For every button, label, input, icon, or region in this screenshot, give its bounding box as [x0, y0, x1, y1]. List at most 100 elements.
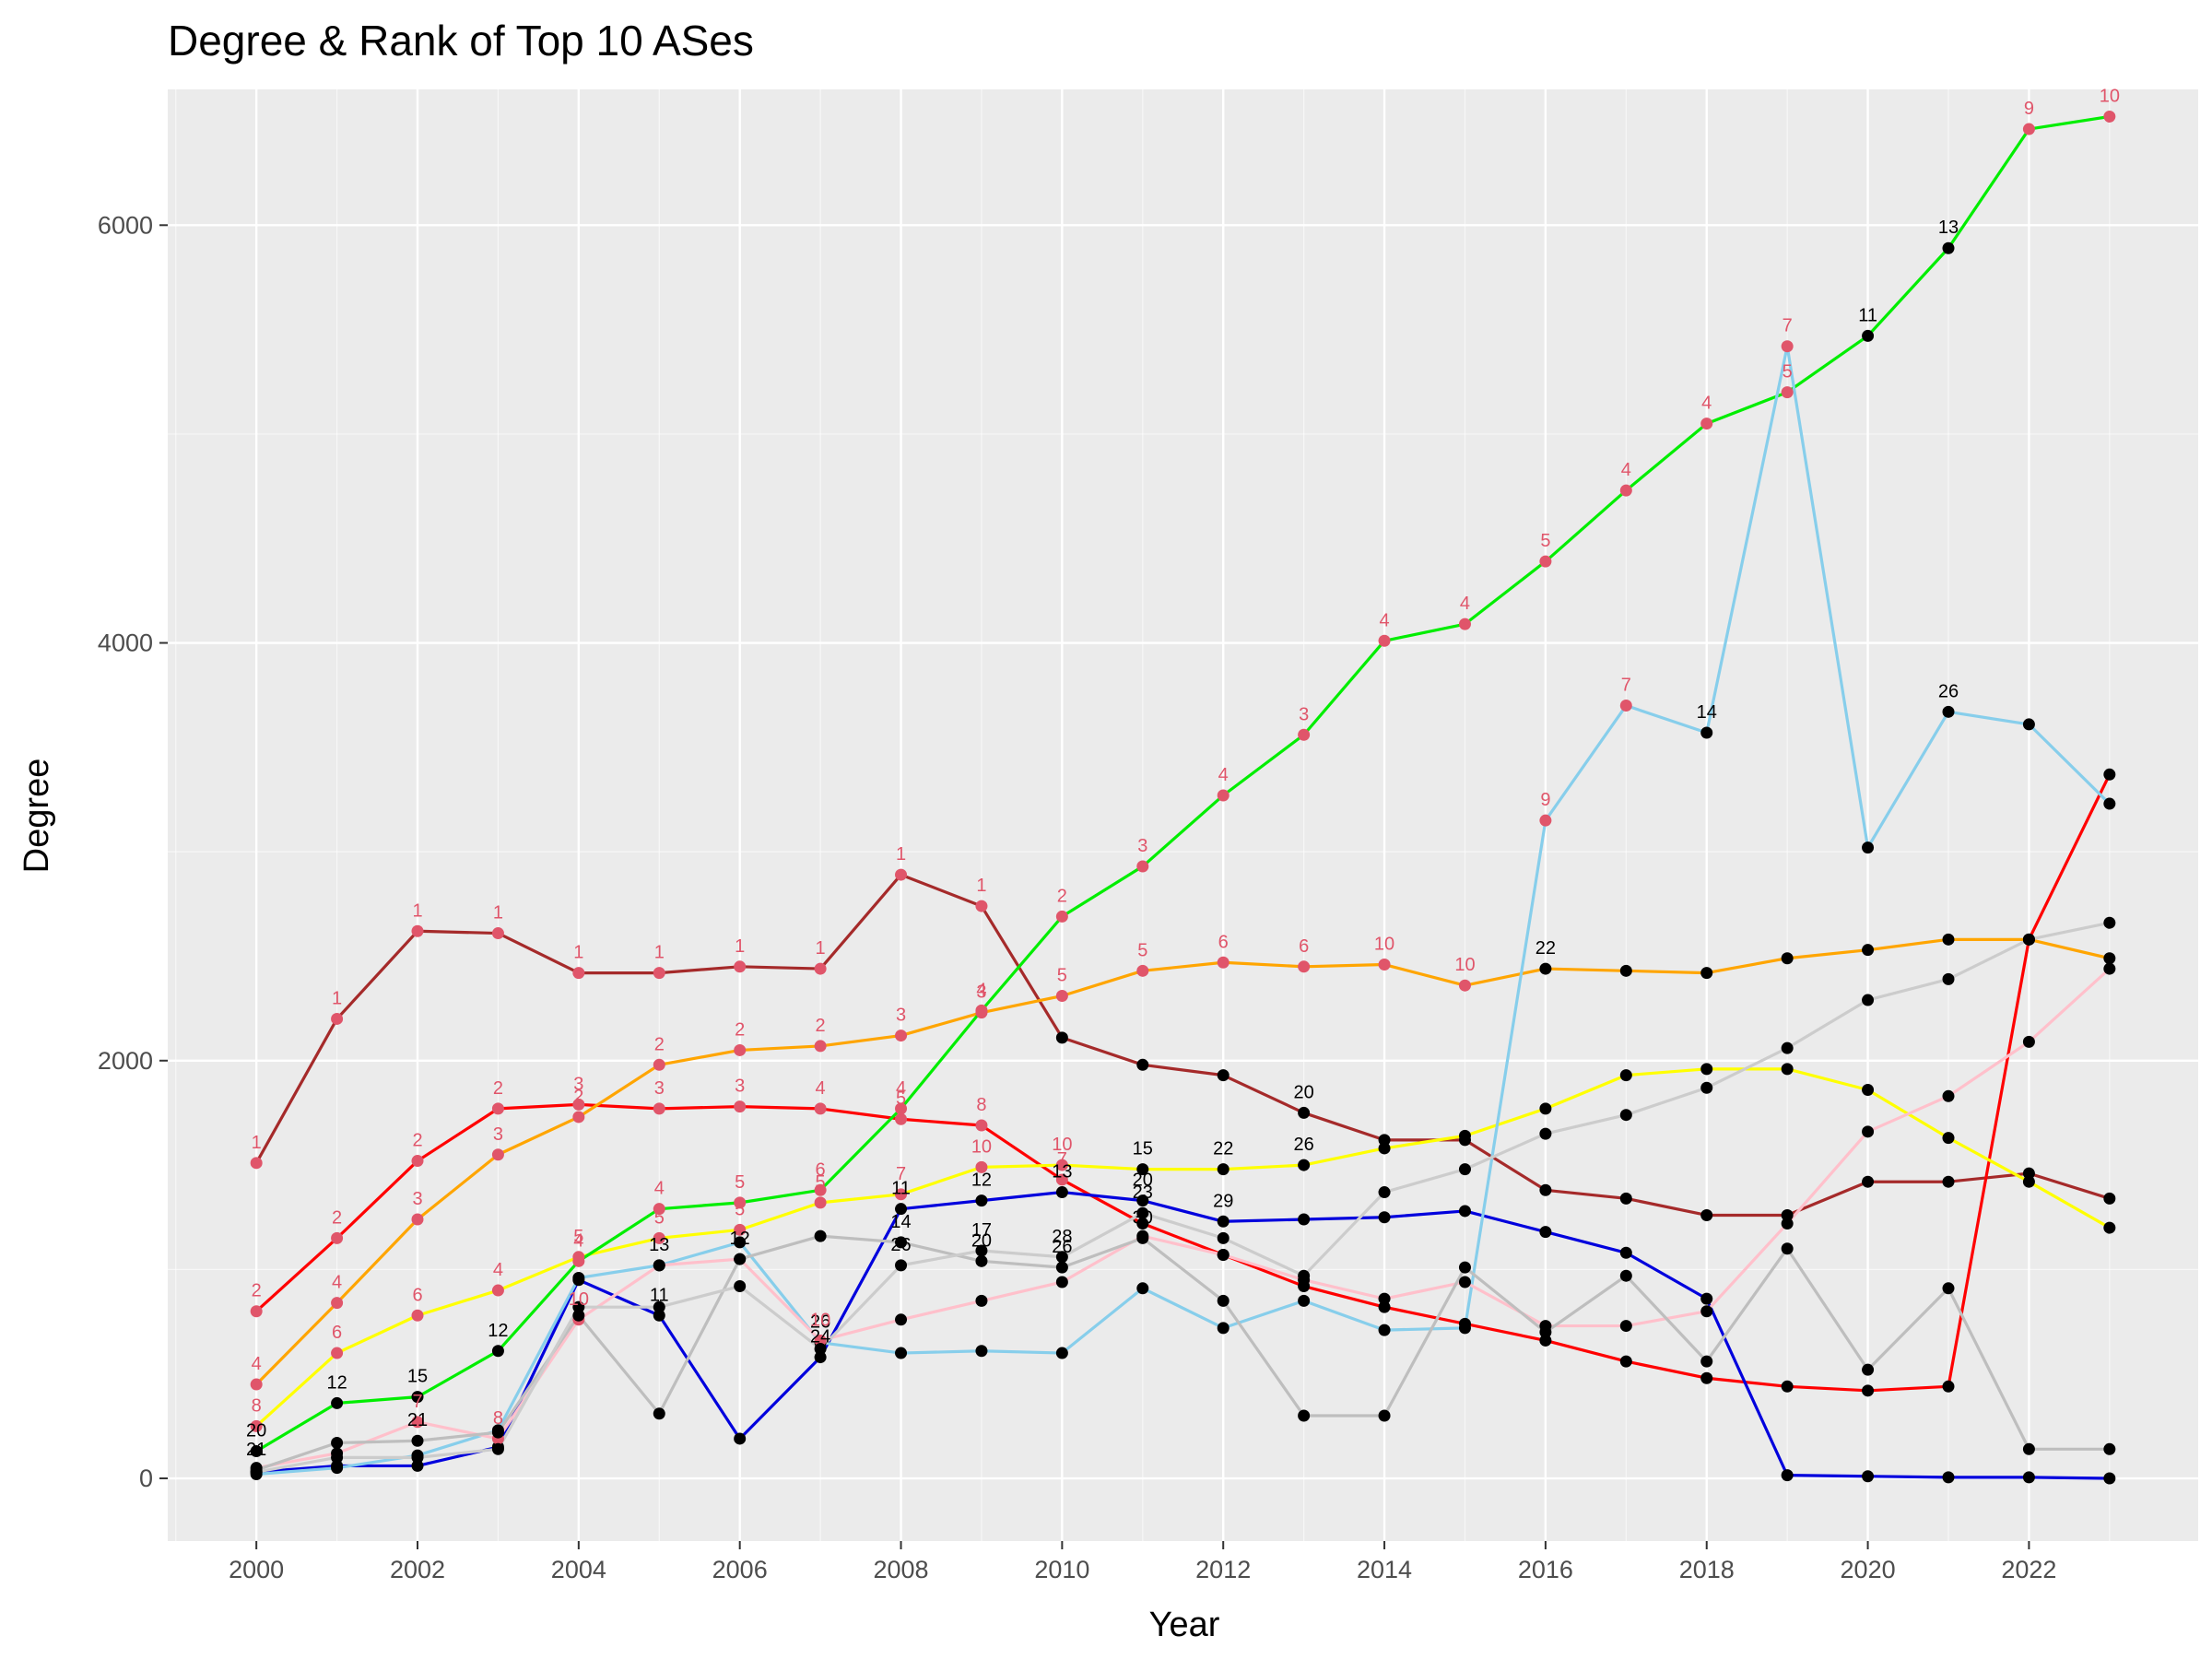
rank-label: 21 — [407, 1410, 428, 1430]
x-tick-label: 2002 — [390, 1556, 445, 1583]
data-point — [250, 1419, 263, 1432]
data-point — [411, 1451, 424, 1464]
data-point — [1539, 1334, 1552, 1347]
data-point — [1136, 1163, 1149, 1176]
data-point — [895, 1102, 908, 1115]
rank-label: 2 — [1057, 886, 1067, 906]
axes: 2000 2002 2004 2006 2008 2010 2012 2014 2016 2018… — [98, 211, 2057, 1583]
rank-label: 12 — [730, 1229, 750, 1249]
data-point — [1055, 1261, 1068, 1274]
rank-label: 21 — [246, 1440, 266, 1460]
x-tick-label: 2000 — [229, 1556, 284, 1583]
data-point — [1298, 1213, 1311, 1226]
rank-label: 26 — [810, 1312, 830, 1333]
data-point — [975, 1004, 988, 1017]
data-point — [1862, 329, 1875, 342]
rank-label: 20 — [1133, 1171, 1153, 1191]
rank-label: 10 — [2100, 86, 2120, 106]
rank-label: 6 — [1299, 936, 1309, 957]
data-point — [814, 962, 827, 975]
rank-label: 3 — [896, 1006, 906, 1026]
data-point — [1942, 1175, 1955, 1188]
data-point — [653, 1300, 665, 1313]
data-point — [1378, 1186, 1391, 1199]
rank-label: 3 — [976, 982, 986, 1003]
rank-label: 4 — [654, 1179, 665, 1199]
data-point — [1378, 634, 1391, 647]
chart-title: Degree & Rank of Top 10 ASes — [168, 17, 754, 65]
series-line-3 — [255, 1067, 2111, 1428]
data-point — [2103, 768, 2116, 781]
data-point — [2103, 962, 2116, 975]
data-point — [814, 1351, 827, 1364]
data-point — [411, 1155, 424, 1168]
data-point — [1055, 1251, 1068, 1264]
data-point — [572, 1300, 585, 1313]
data-point — [1781, 1242, 1794, 1255]
data-point — [1700, 967, 1713, 980]
data-point — [572, 1098, 585, 1111]
data-point — [1458, 1322, 1471, 1335]
data-point — [1217, 1163, 1230, 1176]
data-point — [1217, 1069, 1230, 1082]
data-point — [250, 1305, 263, 1318]
data-point — [975, 1345, 988, 1358]
rank-label: 5 — [896, 1088, 906, 1109]
y-tick-label: 6000 — [98, 211, 153, 239]
rank-label: 1 — [654, 943, 665, 963]
rank-label: 1 — [976, 876, 986, 896]
rank-label: 23 — [1133, 1182, 1153, 1203]
data-point — [1619, 1069, 1632, 1082]
y-tick-label: 2000 — [98, 1047, 153, 1075]
data-point — [1136, 1231, 1149, 1244]
data-point — [1862, 841, 1875, 854]
rank-label: 9 — [1540, 790, 1550, 810]
series-line-9 — [255, 921, 2111, 1474]
rank-label: 1 — [816, 938, 826, 959]
data-point — [1700, 1063, 1713, 1076]
data-point — [1055, 1173, 1068, 1186]
data-point — [1217, 1215, 1230, 1228]
data-point — [734, 1280, 747, 1293]
data-point — [734, 960, 747, 973]
rank-label: 6 — [412, 1285, 422, 1305]
rank-label: 5 — [1783, 362, 1793, 382]
rank-label: 10 — [1052, 1135, 1072, 1155]
data-point — [1378, 1211, 1391, 1224]
data-point — [1378, 1134, 1391, 1147]
data-point — [1781, 1380, 1794, 1393]
rank-label: 2 — [493, 1078, 503, 1099]
data-point — [2103, 110, 2116, 123]
rank-label: 26 — [890, 1235, 911, 1255]
rank-label: 6 — [1218, 932, 1229, 952]
series-line-5 — [256, 1190, 2110, 1480]
data-point — [331, 1436, 344, 1449]
rank-label: 20 — [1294, 1082, 1314, 1102]
data-point — [2022, 123, 2035, 135]
rank-label: 2 — [654, 1034, 665, 1054]
data-point — [1700, 726, 1713, 739]
data-point — [1217, 1294, 1230, 1307]
rank-label: 3 — [1137, 836, 1147, 856]
data-point — [491, 1426, 504, 1439]
data-point — [1539, 555, 1552, 568]
rank-label: 2 — [332, 1207, 342, 1228]
data-point — [1781, 1469, 1794, 1482]
rank-label: 10 — [1454, 955, 1475, 975]
data-point — [1942, 1380, 1955, 1393]
data-point — [1781, 386, 1794, 399]
data-point — [653, 1309, 665, 1322]
rank-label: 5 — [654, 1207, 665, 1228]
data-point — [491, 1442, 504, 1455]
data-point — [1539, 1102, 1552, 1115]
rank-label: 3 — [493, 1124, 503, 1145]
series-line-8 — [255, 1234, 2110, 1472]
data-point — [411, 1416, 424, 1429]
data-point — [1458, 1163, 1471, 1176]
rank-label: 3 — [735, 1077, 745, 1097]
data-point — [2103, 1472, 2116, 1485]
data-point — [2022, 1035, 2035, 1048]
data-point — [975, 1294, 988, 1307]
rank-label: 11 — [891, 1179, 911, 1199]
